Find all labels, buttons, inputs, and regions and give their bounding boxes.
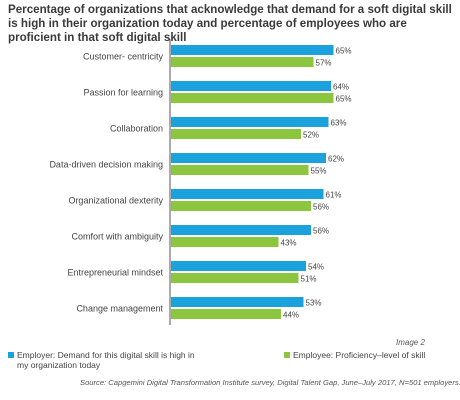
legend-swatch-employee bbox=[284, 352, 290, 358]
category-label: Comfort with ambiguity bbox=[71, 232, 163, 242]
data-label: 55% bbox=[311, 167, 327, 176]
employee-bar bbox=[171, 93, 334, 103]
employer-bar bbox=[171, 117, 329, 127]
employer-bar bbox=[171, 297, 304, 307]
legend-swatch-employer bbox=[8, 352, 14, 358]
data-label: 56% bbox=[313, 227, 329, 236]
bar-chart: Customer- centricity 65% 57% Passion for le… bbox=[49, 39, 352, 325]
image-tag: Image 2 bbox=[396, 338, 425, 347]
data-label: 43% bbox=[281, 239, 297, 248]
employer-bar bbox=[171, 189, 324, 199]
category-label: Change management bbox=[76, 304, 163, 314]
data-label: 61% bbox=[326, 191, 342, 200]
legend-label-employee: Employee: Proficiency–level of skill bbox=[293, 350, 426, 360]
data-label: 52% bbox=[303, 131, 319, 140]
data-label: 65% bbox=[336, 47, 352, 56]
employer-bar bbox=[171, 225, 311, 235]
category-label: Customer- centricity bbox=[83, 52, 164, 62]
data-label: 64% bbox=[333, 83, 349, 92]
data-label: 53% bbox=[306, 299, 322, 308]
employer-bar bbox=[171, 261, 306, 271]
employee-bar bbox=[171, 309, 281, 319]
data-label: 65% bbox=[336, 95, 352, 104]
employee-bar bbox=[171, 129, 301, 139]
data-label: 63% bbox=[331, 119, 347, 128]
employee-bar bbox=[171, 165, 309, 175]
data-label: 56% bbox=[313, 203, 329, 212]
chart-title: Percentage of organizations that acknowl… bbox=[8, 3, 452, 44]
employer-bar bbox=[171, 81, 331, 91]
data-label: 51% bbox=[301, 275, 317, 284]
category-label: Collaboration bbox=[110, 124, 163, 134]
employee-bar bbox=[171, 237, 279, 247]
data-label: 54% bbox=[308, 263, 324, 272]
source-note: Source: Capgemini Digital Transformation… bbox=[80, 378, 460, 387]
data-label: 44% bbox=[283, 311, 299, 320]
legend-label-employer: Employer: Demand for this digital skill … bbox=[17, 350, 195, 370]
employee-bar bbox=[171, 57, 314, 67]
category-label: Passion for learning bbox=[83, 88, 163, 98]
employee-bar bbox=[171, 201, 311, 211]
employee-bar bbox=[171, 273, 299, 283]
category-label: Organizational dexterity bbox=[68, 196, 163, 206]
employer-bar bbox=[171, 45, 334, 55]
employer-bar bbox=[171, 153, 326, 163]
data-label: 57% bbox=[316, 59, 332, 68]
category-label: Entrepreneurial mindset bbox=[67, 268, 163, 278]
category-label: Data-driven decision making bbox=[49, 160, 163, 170]
data-label: 62% bbox=[328, 155, 344, 164]
